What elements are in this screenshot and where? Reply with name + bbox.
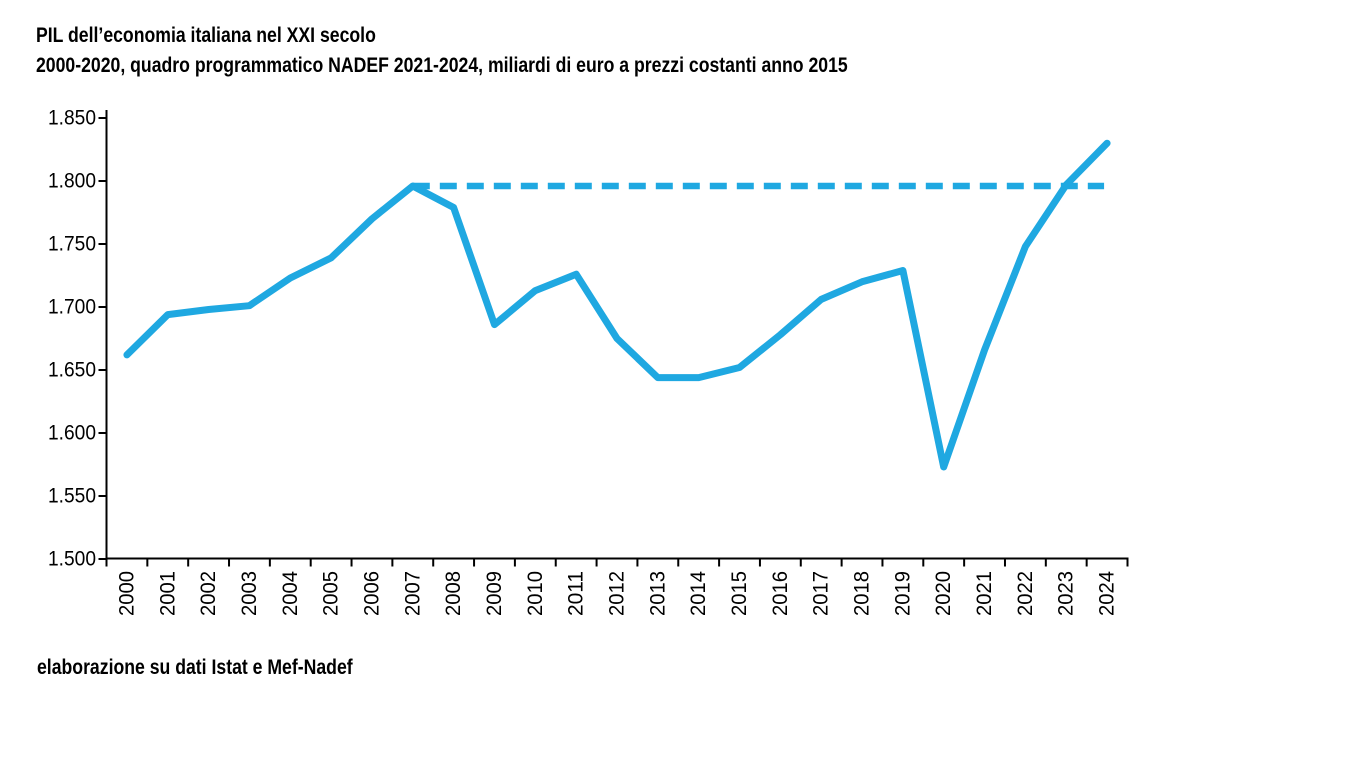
x-axis-label: 2005 <box>320 571 343 616</box>
y-axis-label: 1.500 <box>48 548 96 571</box>
x-axis-label: 2023 <box>1055 571 1078 616</box>
x-axis-label: 2009 <box>483 571 506 616</box>
chart-title-block: PIL dell’economia italiana nel XXI secol… <box>36 21 848 81</box>
x-axis-label: 2022 <box>1014 571 1037 616</box>
x-axis-label: 2008 <box>442 571 465 616</box>
x-axis-label: 2010 <box>524 571 547 616</box>
y-axis-label: 1.850 <box>48 107 96 130</box>
y-axis-label: 1.550 <box>48 485 96 508</box>
y-axis-label: 1.600 <box>48 422 96 445</box>
x-axis-label: 2013 <box>646 571 669 616</box>
x-axis-label: 2019 <box>891 571 914 616</box>
y-axis-label: 1.800 <box>48 170 96 193</box>
x-axis-label: 2001 <box>156 571 179 616</box>
x-axis-label: 2004 <box>279 571 302 616</box>
y-axis-label: 1.650 <box>48 359 96 382</box>
x-axis-label: 2024 <box>1096 571 1119 616</box>
x-axis-label: 2014 <box>687 571 710 616</box>
y-axis-label: 1.700 <box>48 296 96 319</box>
chart-title: PIL dell’economia italiana nel XXI secol… <box>36 24 376 47</box>
source-note: elaborazione su dati Istat e Mef-Nadef <box>37 656 353 679</box>
x-axis-label: 2018 <box>851 571 874 616</box>
x-axis-label: 2021 <box>973 571 996 616</box>
x-axis-label: 2000 <box>115 571 138 616</box>
x-axis-label: 2002 <box>197 571 220 616</box>
x-axis-label: 2015 <box>728 571 751 616</box>
gdp-line <box>123 139 1111 471</box>
y-axis-label: 1.750 <box>48 233 96 256</box>
x-axis-label: 2007 <box>401 571 424 616</box>
x-axis-label: 2016 <box>769 571 792 616</box>
x-axis-label: 2006 <box>360 571 383 616</box>
x-axis-label: 2020 <box>932 571 955 616</box>
chart-subtitle: 2000-2020, quadro programmatico NADEF 20… <box>36 54 848 77</box>
x-axis-label: 2012 <box>606 571 629 616</box>
x-axis-label: 2011 <box>565 571 588 616</box>
x-axis-label: 2017 <box>810 571 833 616</box>
x-axis-label: 2003 <box>238 571 261 616</box>
